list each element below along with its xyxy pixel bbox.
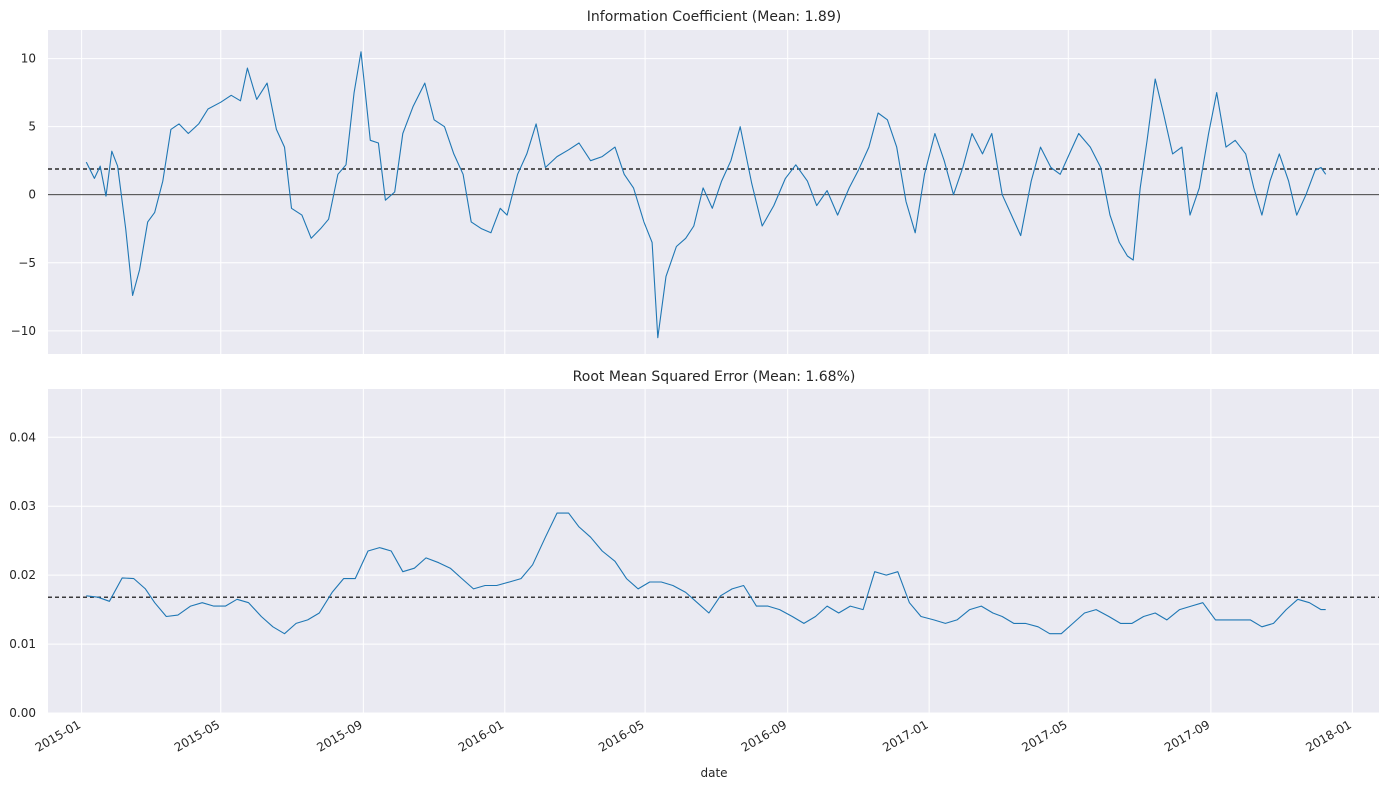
rmse-panel-title: Root Mean Squared Error (Mean: 1.68%)	[573, 369, 856, 385]
y-tick-label: 0.01	[9, 637, 36, 651]
ic-series	[85, 51, 1327, 339]
ic-plot-area	[48, 30, 1379, 354]
y-tick-label: 0.03	[9, 499, 36, 513]
y-tick-label: −5	[18, 256, 36, 270]
rmse-series	[86, 512, 1326, 635]
rmse-grid	[48, 389, 1379, 714]
rmse-panel: Root Mean Squared Error (Mean: 1.68%) 0.…	[9, 369, 1379, 780]
y-tick-label: 0	[28, 188, 36, 202]
series-line	[86, 512, 1326, 635]
rmse-y-tick-labels: 0.00 0.01 0.02 0.03 0.04	[9, 430, 36, 720]
y-tick-label: 0.00	[9, 706, 36, 720]
ic-panel-title: Information Coefficient (Mean: 1.89)	[587, 9, 841, 25]
ic-reference-lines	[48, 168, 1379, 196]
y-tick-label: 10	[21, 52, 36, 66]
ic-y-tick-labels: −10 −5 0 5 10	[11, 52, 36, 338]
y-tick-label: 0.04	[9, 430, 36, 444]
rmse-plot-area	[48, 389, 1379, 713]
y-tick-label: −10	[11, 324, 36, 338]
series-line	[85, 51, 1327, 339]
y-tick-label: 5	[28, 120, 36, 134]
ic-panel: Information Coefficient (Mean: 1.89) −10…	[11, 9, 1379, 354]
x-axis-label: date	[700, 766, 727, 780]
y-tick-label: 0.02	[9, 568, 36, 582]
